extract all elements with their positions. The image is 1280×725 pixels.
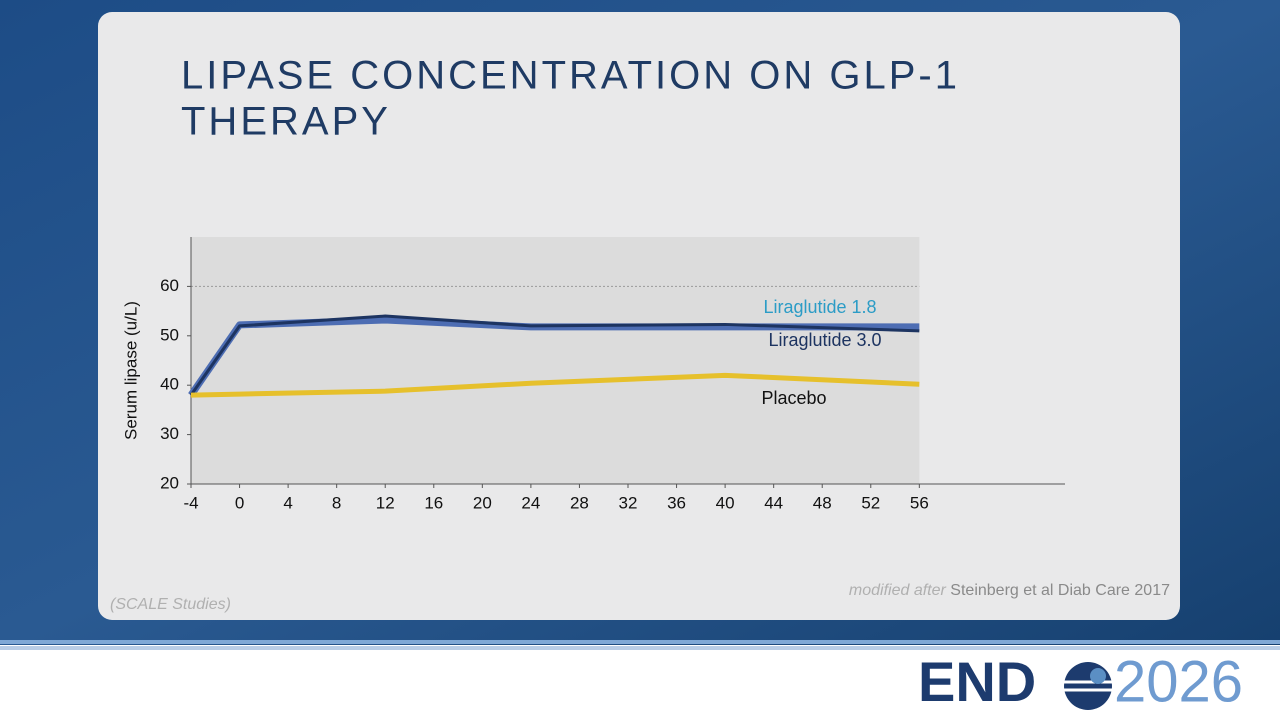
title-line: THERAPY: [181, 100, 391, 144]
series-line: [189, 314, 920, 396]
series-label: Liraglutide 1.8: [763, 297, 876, 317]
x-tick-label: -4: [183, 493, 198, 512]
x-tick-label: 16: [424, 493, 443, 512]
x-tick-label: 36: [667, 493, 686, 512]
x-tick-label: 28: [570, 493, 589, 512]
x-tick-label: 40: [716, 493, 735, 512]
x-tick-label: 24: [521, 493, 540, 512]
title-line: LIPASE CONCENTRATION ON GLP-1: [181, 54, 960, 98]
series-label: Placebo: [761, 388, 826, 408]
source-prefix: modified after: [849, 582, 947, 599]
study-note: (SCALE Studies): [110, 596, 231, 613]
x-tick-label: 32: [619, 493, 638, 512]
x-tick-label: 12: [376, 493, 395, 512]
y-tick-label: 50: [160, 325, 179, 344]
y-tick-label: 40: [160, 375, 179, 394]
x-tick-label: 56: [910, 493, 929, 512]
y-tick-label: 60: [160, 276, 179, 295]
x-tick-label: 44: [764, 493, 783, 512]
x-tick-label: 48: [813, 493, 832, 512]
x-tick-label: 8: [332, 493, 341, 512]
logo-globe: [1064, 662, 1112, 710]
divider: [0, 640, 1280, 644]
divider: [0, 646, 1280, 650]
source-text: Steinberg et al Diab Care 2017: [950, 582, 1170, 599]
x-tick-label: 20: [473, 493, 492, 512]
y-axis-label: Serum lipase (u/L): [121, 301, 140, 440]
y-tick-label: 30: [160, 424, 179, 443]
logo-left: END: [918, 650, 1036, 713]
series-line: [190, 372, 920, 398]
plot-area: [191, 237, 920, 484]
series-label: Liraglutide 3.0: [768, 330, 881, 350]
x-tick-label: 0: [235, 493, 244, 512]
logo-right: 2026: [1114, 649, 1243, 714]
y-tick-label: 20: [160, 473, 179, 492]
source: modified after Steinberg et al Diab Care…: [849, 582, 1170, 599]
x-tick-label: 52: [861, 493, 880, 512]
x-tick-label: 4: [283, 493, 292, 512]
